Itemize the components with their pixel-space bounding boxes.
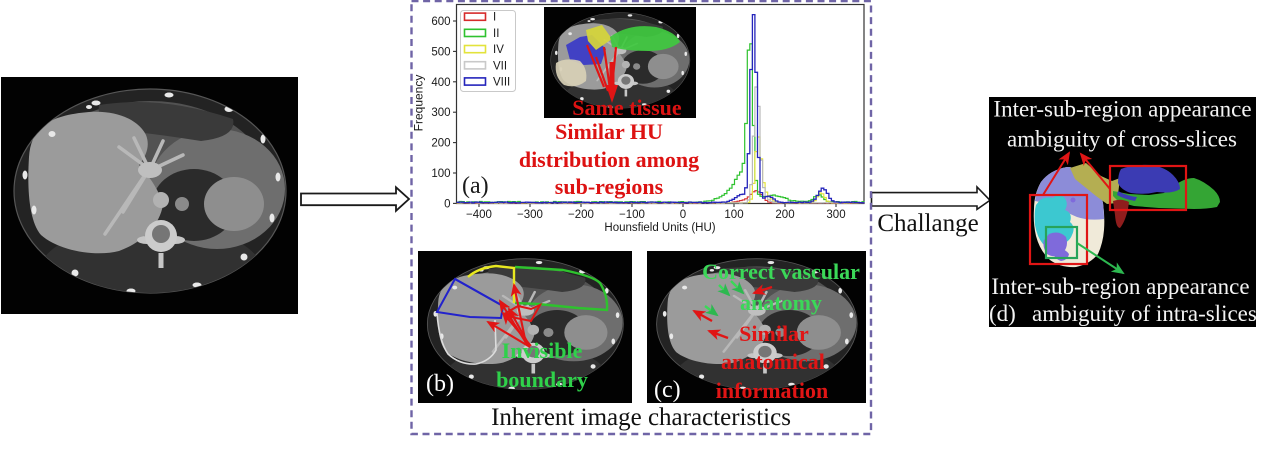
svg-text:distribution among: distribution among xyxy=(519,147,699,172)
svg-text:−100: −100 xyxy=(619,209,645,221)
svg-text:500: 500 xyxy=(431,46,450,58)
svg-text:Frequency: Frequency xyxy=(412,75,426,132)
svg-text:0: 0 xyxy=(680,209,686,221)
svg-text:200: 200 xyxy=(775,209,794,221)
svg-text:300: 300 xyxy=(431,107,450,119)
svg-text:100: 100 xyxy=(724,209,743,221)
svg-text:(a): (a) xyxy=(462,173,489,199)
svg-text:300: 300 xyxy=(826,209,845,221)
svg-text:information: information xyxy=(716,378,828,403)
svg-text:II: II xyxy=(493,28,499,40)
svg-text:IV: IV xyxy=(493,44,504,56)
svg-text:Inherent image characteristics: Inherent image characteristics xyxy=(491,404,791,431)
svg-text:boundary: boundary xyxy=(496,367,588,392)
svg-text:I: I xyxy=(493,12,496,24)
svg-text:Challange: Challange xyxy=(877,210,978,237)
svg-text:400: 400 xyxy=(431,77,450,89)
svg-text:ambiguity of intra-slices: ambiguity of intra-slices xyxy=(1032,301,1257,326)
svg-text:Correct vascular: Correct vascular xyxy=(702,259,860,284)
svg-text:Hounsfield Units (HU): Hounsfield Units (HU) xyxy=(604,222,715,234)
svg-text:anatomy: anatomy xyxy=(740,290,822,315)
svg-text:−400: −400 xyxy=(466,209,492,221)
svg-text:VIII: VIII xyxy=(493,77,510,89)
svg-text:(c): (c) xyxy=(654,377,681,403)
svg-text:−300: −300 xyxy=(517,209,543,221)
svg-text:ambiguity of cross-slices: ambiguity of cross-slices xyxy=(1007,127,1237,152)
svg-text:200: 200 xyxy=(431,138,450,150)
svg-text:Inter-sub-region appearance: Inter-sub-region appearance xyxy=(993,97,1251,122)
svg-text:(b): (b) xyxy=(426,371,454,397)
svg-text:Inter-sub-region appearance: Inter-sub-region appearance xyxy=(991,274,1249,299)
svg-text:−200: −200 xyxy=(568,209,594,221)
svg-text:100: 100 xyxy=(431,168,450,180)
svg-text:sub-regions: sub-regions xyxy=(555,174,664,199)
svg-text:Invisible: Invisible xyxy=(502,338,583,363)
svg-text:Same tissue: Same tissue xyxy=(572,95,682,120)
svg-text:VII: VII xyxy=(493,60,507,72)
svg-text:anatomical: anatomical xyxy=(721,349,825,374)
svg-text:Similar HU: Similar HU xyxy=(555,119,663,144)
svg-text:600: 600 xyxy=(431,16,450,28)
svg-text:(d): (d) xyxy=(989,301,1016,326)
svg-text:0: 0 xyxy=(444,198,450,210)
svg-text:Similar: Similar xyxy=(739,321,809,346)
